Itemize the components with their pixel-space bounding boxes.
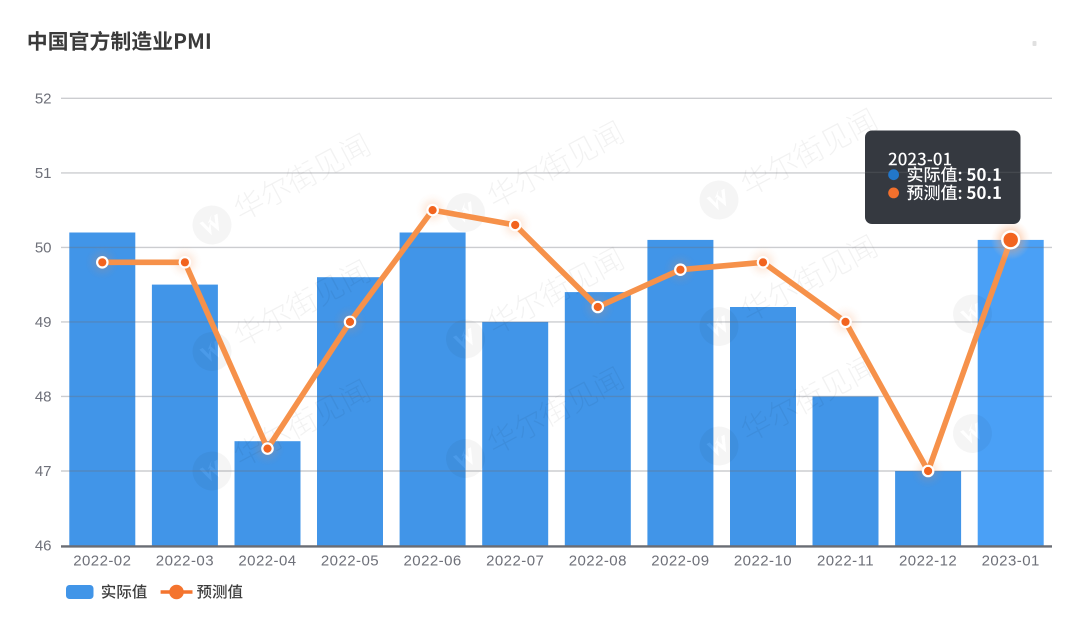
svg-text:50: 50 xyxy=(35,240,52,257)
svg-text:2022-09: 2022-09 xyxy=(651,553,709,570)
svg-text:2022-03: 2022-03 xyxy=(156,553,214,570)
svg-text:2022-07: 2022-07 xyxy=(486,553,544,570)
svg-text:2022-04: 2022-04 xyxy=(238,553,296,570)
svg-text:2022-05: 2022-05 xyxy=(321,553,379,570)
svg-text:2022-11: 2022-11 xyxy=(817,553,874,570)
svg-text:2022-06: 2022-06 xyxy=(403,553,461,570)
svg-text:2022-12: 2022-12 xyxy=(899,553,957,570)
svg-text:47: 47 xyxy=(35,463,52,480)
svg-text:2022-02: 2022-02 xyxy=(73,553,131,570)
svg-text:49: 49 xyxy=(35,314,52,331)
svg-text:51: 51 xyxy=(35,165,52,182)
svg-text:48: 48 xyxy=(35,389,52,406)
svg-text:2022-10: 2022-10 xyxy=(734,553,792,570)
svg-text:2022-08: 2022-08 xyxy=(569,553,627,570)
svg-text:2023-01: 2023-01 xyxy=(982,553,1040,570)
svg-text:52: 52 xyxy=(35,91,52,108)
svg-text:46: 46 xyxy=(35,538,52,555)
